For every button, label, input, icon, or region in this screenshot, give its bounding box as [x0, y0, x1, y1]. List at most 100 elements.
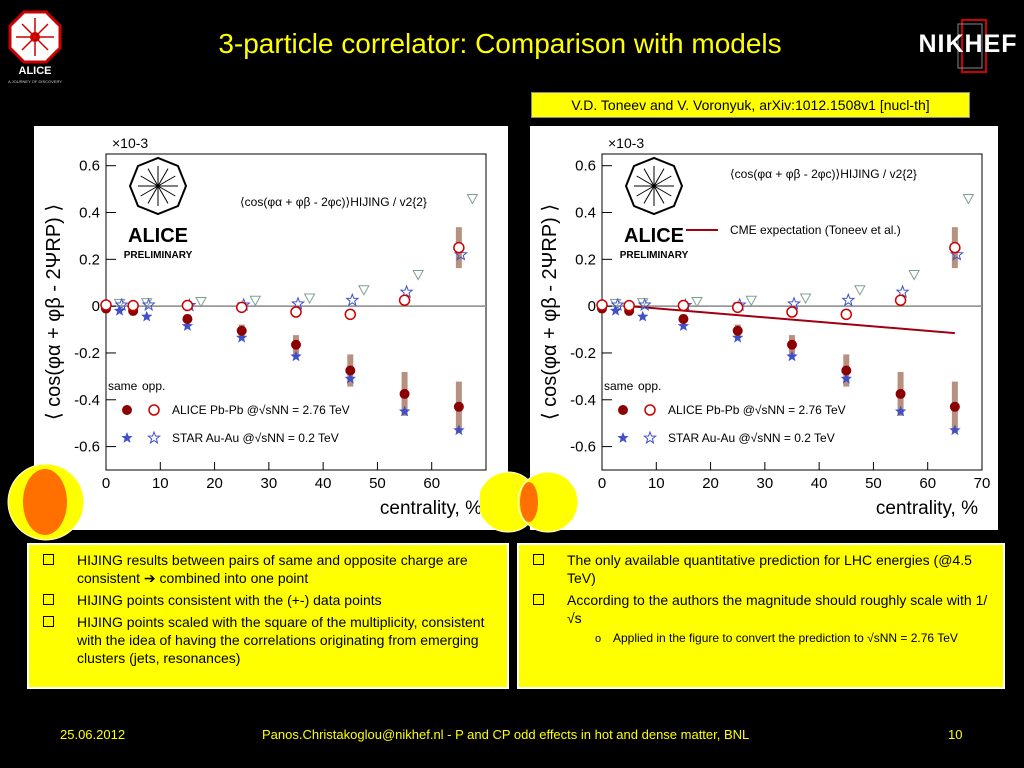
chart0-y-tick-label: 0.2 — [79, 251, 100, 268]
chart1-star-same-point — [840, 372, 852, 384]
chart1-star-same-point — [894, 405, 907, 417]
right-chart: 0 10 20 30 40 50 60 70 -0.6 -0.4 -0.2 0 0.2 0.4 0.6 ×10… — [539, 135, 990, 519]
chart0-legend-header-opp: opp. — [142, 379, 165, 393]
chart1-legend-alice-opp-marker — [644, 404, 656, 416]
chart1-y-tick-label: -0.4 — [570, 392, 596, 409]
chart0-logo-subtext: PRELIMINARY — [124, 250, 193, 261]
chart0-x-tick-label: 40 — [315, 475, 332, 492]
chart1-alice-same-point — [678, 314, 689, 325]
chart1-legend-star-same-marker — [617, 432, 629, 443]
bullet-text: HIJING points scaled with the square of … — [77, 614, 485, 666]
alice-logo: ALICE A JOURNEY OF DISCOVERY — [8, 8, 62, 90]
chart0-alice-same-point — [453, 401, 464, 412]
chart0-logo-ray — [140, 185, 159, 197]
chart1-legend-alice-label: ALICE Pb-Pb @√sNN = 2.76 TeV — [668, 403, 846, 417]
chart0-hijing-point — [358, 285, 370, 296]
bullet-text: HIJING results between pairs of same and… — [77, 552, 468, 586]
chart1-hijing-point — [854, 285, 866, 296]
chart0-star-same-point — [344, 372, 356, 384]
chart1-star-opp-point — [841, 292, 856, 307]
chart0-legend-star-same-marker — [121, 432, 133, 443]
chart1-star-same-point — [637, 310, 649, 322]
checkbox-bullet-icon — [533, 554, 544, 565]
right-chart-panel: 0 10 20 30 40 50 60 70 -0.6 -0.4 -0.2 0 0.2 0.4 0.6 ×10… — [530, 126, 998, 530]
chart0-hijing-point — [195, 296, 207, 308]
chart0-logo-ray — [157, 168, 169, 187]
chart0-logo-ray — [157, 185, 176, 197]
chart1-logo-ray — [636, 175, 655, 187]
alice-logo-icon — [8, 10, 62, 64]
chart1-alice-opp-point — [786, 306, 798, 318]
checkbox-bullet-icon — [43, 616, 54, 627]
chart1-alice-opp-point — [949, 241, 961, 254]
chart0-hijing-point — [249, 295, 262, 307]
bullet-text: HIJING points consistent with the (+-) d… — [77, 592, 382, 608]
chart0-hijing-point — [466, 193, 479, 205]
chart0-alice-opp-point — [127, 299, 139, 312]
chart1-hijing-point — [745, 295, 758, 307]
checkbox-bullet-icon — [43, 594, 54, 605]
chart1-x-axis-label: centrality, % — [876, 498, 978, 519]
list-item: HIJING points scaled with the square of … — [43, 613, 497, 667]
left-bullet-box: HIJING results between pairs of same and… — [27, 543, 509, 689]
chart0-star-opp-point — [290, 296, 306, 310]
chart0-y-tick-label: -0.4 — [74, 392, 100, 409]
chart1-star-same-point — [677, 320, 690, 331]
chart1-star-opp-point — [895, 284, 910, 299]
chart1-x-tick-label: 50 — [865, 475, 882, 492]
chart0-x-tick-label: 10 — [152, 475, 169, 492]
chart0-legend-alice-label: ALICE Pb-Pb @√sNN = 2.76 TeV — [172, 403, 350, 417]
chart0-x-tick-label: 20 — [206, 475, 223, 492]
footer-date: 25.06.2012 — [60, 727, 126, 742]
chart1-star-same-point — [949, 424, 961, 436]
chart0-y-multiplier: ×10-3 — [112, 135, 148, 151]
chart0-star-opp-point — [399, 284, 414, 299]
chart0-logo-ray — [147, 185, 159, 204]
chart1-alice-same-point — [895, 388, 906, 399]
chart1-hijing-point — [962, 193, 975, 205]
chart0-y-tick-label: -0.2 — [74, 345, 100, 362]
chart0-logo-ray — [140, 175, 159, 187]
chart1-legend-header-same: same — [604, 379, 634, 393]
right-bullet-list: The only available quantitative predicti… — [519, 545, 1003, 656]
chart0-star-opp-point — [141, 297, 156, 311]
sub-bullet-text: Applied in the figure to convert the pre… — [613, 631, 958, 645]
chart1-alice-preliminary-logo: ALICE PRELIMINARY — [620, 156, 689, 261]
footer-page-number: 10 — [948, 727, 963, 742]
chart1-hijing-label: ⟨cos(φα + φβ - 2φc)⟩HIJING / v2{2} — [730, 167, 917, 181]
nikhef-logo-text: NIKHEF — [918, 30, 1018, 58]
chart0-logo-ray — [147, 168, 159, 187]
chart1-hijing-point — [799, 293, 812, 304]
chart0-star-same-point — [113, 304, 126, 316]
chart1-alice-same-point — [841, 365, 852, 376]
chart0-alice-opp-point — [344, 308, 357, 321]
reference-box: V.D. Toneev and V. Voronyuk, arXiv:1012.… — [531, 92, 970, 118]
chart0-x-tick-label: 30 — [261, 475, 278, 492]
chart0-alice-opp-point — [290, 306, 302, 318]
chart0-hijing-point — [303, 293, 316, 304]
collision-nuclei-icon — [7, 463, 85, 541]
chart1-logo-ray — [643, 168, 655, 187]
chart1-hijing-point — [908, 270, 920, 281]
left-chart-panel: 0 10 20 30 40 50 60 -0.6 -0.4 -0.2 0 0.2 0.4 0.6 ×10-3… — [34, 126, 508, 530]
chart0-star-same-point — [181, 320, 194, 331]
chart0-hijing-label: ⟨cos(φα + φβ - 2φc)⟩HIJING / v2{2} — [240, 195, 427, 209]
sub-list-item: o Applied in the figure to convert the pr… — [533, 631, 993, 646]
chart1-x-tick-label: 0 — [598, 475, 606, 492]
chart1-x-tick-label: 20 — [702, 475, 719, 492]
checkbox-bullet-icon — [533, 594, 544, 605]
chart0-alice-opp-point — [398, 294, 411, 307]
chart0-logo-text: ALICE — [128, 225, 188, 247]
chart0-x-axis-label: centrality, % — [380, 498, 482, 519]
list-item: HIJING results between pairs of same and… — [43, 551, 497, 587]
chart0-alice-same-point — [399, 388, 410, 399]
chart1-y-tick-label: -0.2 — [570, 345, 596, 362]
nikhef-logo: NIKHEF — [918, 18, 1018, 74]
chart1-y-tick-label: 0.6 — [575, 158, 596, 175]
bullet-text: According to the authors the magnitude s… — [567, 592, 988, 626]
chart0-x-tick-label: 0 — [102, 475, 110, 492]
chart0-star-same-point — [290, 350, 302, 362]
chart0-legend-star-opp-marker — [146, 430, 162, 445]
chart1-alice-same-point — [787, 339, 797, 350]
chart0-star-same-point — [236, 331, 248, 343]
